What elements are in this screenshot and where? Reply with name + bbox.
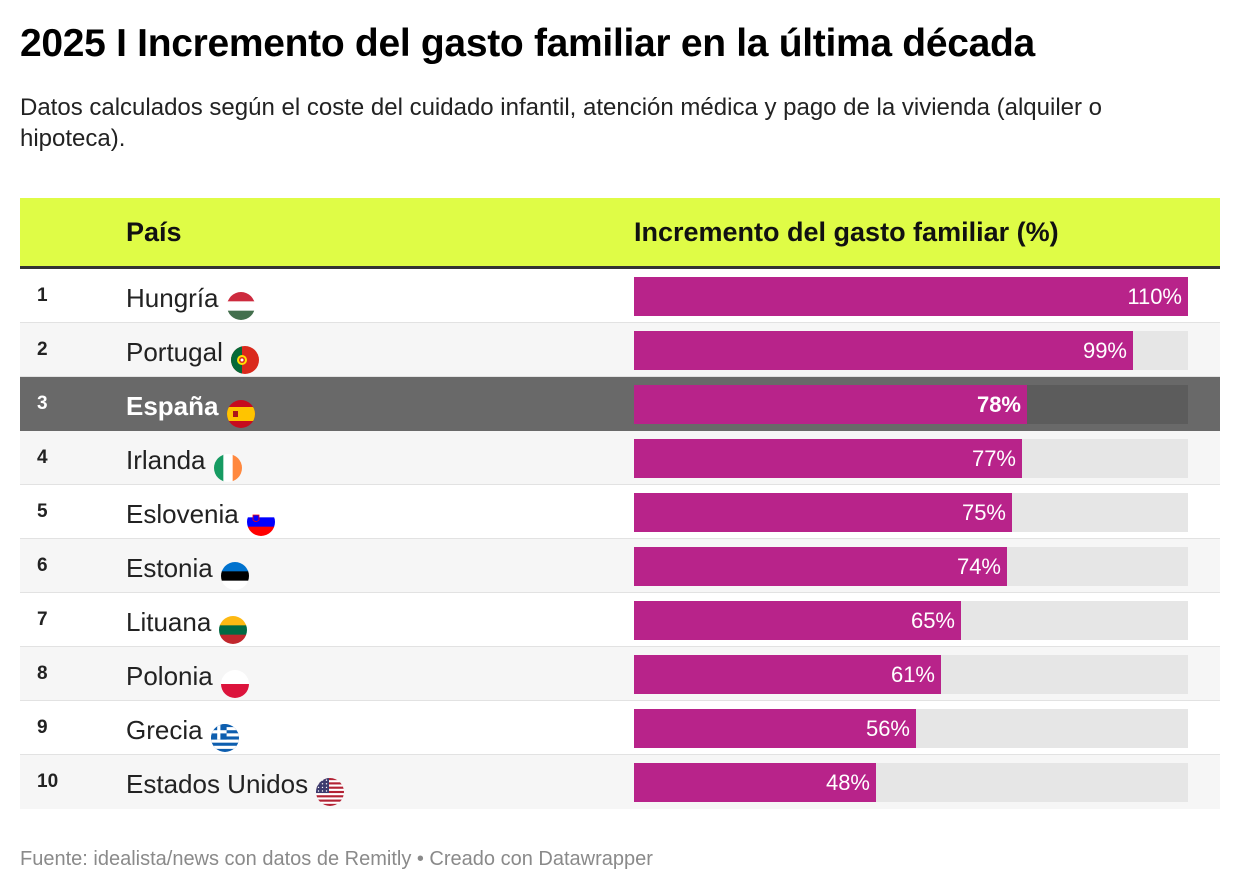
greece-flag-icon [210,716,239,753]
bar: 99% [634,331,1133,370]
bar-track: 61% [634,655,1188,694]
rank-number: 9 [37,717,48,738]
estonia-flag-icon [220,554,249,591]
rank-number: 5 [37,501,48,522]
bar: 65% [634,601,961,640]
bar-track: 99% [634,331,1188,370]
rank-number: 2 [37,339,48,360]
bar-value-label: 77% [971,446,1016,471]
usa-flag-icon [316,770,345,807]
column-header-increase: Incremento del gasto familiar (%) [634,217,1059,247]
table-row: 7 Lituana 65% [20,593,1220,647]
rank-number: 4 [37,447,48,468]
country-name: Lituana [126,607,212,638]
bar-value-label: 78% [976,392,1021,417]
bar-track: 77% [634,439,1188,478]
country-name: Eslovenia [126,499,239,530]
column-header-country: País [126,217,182,247]
country-name: Estados Unidos [126,769,309,800]
country-name: Hungría [126,283,219,314]
country-cell: Portugal [126,323,259,377]
rank-number: 6 [37,555,48,576]
bar-value-label: 48% [825,770,870,795]
table-row: 5 Eslovenia 75% [20,485,1220,539]
bar: 75% [634,493,1012,532]
country-cell: Eslovenia [126,485,275,539]
rank-number: 3 [37,393,48,414]
bar: 110% [634,277,1188,316]
rank-number: 8 [37,663,48,684]
bar-track: 48% [634,763,1188,802]
rank-number: 10 [37,771,59,792]
bar-track: 56% [634,709,1188,748]
table-row: 2 Portugal 99% [20,323,1220,377]
table-row: 6 Estonia 74% [20,539,1220,593]
bar-track: 110% [634,277,1188,316]
ireland-flag-icon [213,446,242,483]
table-body: 1 Hungría 110% 2 Portugal 99% 3 España 78% 4 Irlan… [20,269,1220,809]
spain-flag-icon [226,392,255,429]
country-name: Grecia [126,715,203,746]
bar: 77% [634,439,1022,478]
chart-title: 2025 I Incremento del gasto familiar en … [20,22,1035,65]
rank-number: 1 [37,285,48,306]
bar-value-label: 61% [890,662,935,687]
country-name: España [126,391,219,422]
country-cell: Lituana [126,593,248,647]
country-cell: Estonia [126,539,249,593]
bar-track: 74% [634,547,1188,586]
ranking-table: País Incremento del gasto familiar (%) 1… [20,198,1220,809]
bar: 48% [634,763,876,802]
rank-number: 7 [37,609,48,630]
bar-track: 78% [634,385,1188,424]
bar: 78% [634,385,1027,424]
country-cell: Hungría [126,269,255,323]
table-row: 9 Grecia 56% [20,701,1220,755]
bar-value-label: 56% [865,716,910,741]
bar-track: 75% [634,493,1188,532]
bar-track: 65% [634,601,1188,640]
portugal-flag-icon [230,338,259,375]
poland-flag-icon [220,662,249,699]
country-cell: Estados Unidos [126,755,345,809]
country-cell: España [126,377,255,431]
bar-value-label: 74% [956,554,1001,579]
bar: 61% [634,655,941,694]
slovenia-flag-icon [246,500,275,537]
bar-value-label: 99% [1082,338,1127,363]
bar-value-label: 65% [910,608,955,633]
table-row: 10 Estados Unidos 48% [20,755,1220,809]
country-name: Estonia [126,553,213,584]
bar: 74% [634,547,1007,586]
bar-value-label: 110% [1127,284,1182,309]
bar: 56% [634,709,916,748]
table-row: 8 Polonia 61% [20,647,1220,701]
country-cell: Grecia [126,701,239,755]
source-footer: Fuente: idealista/news con datos de Remi… [20,848,653,870]
hungary-flag-icon [226,284,255,321]
country-cell: Irlanda [126,431,242,485]
chart-subtitle: Datos calculados según el coste del cuid… [20,94,1103,152]
bar-value-label: 75% [961,500,1006,525]
country-name: Polonia [126,661,213,692]
country-name: Portugal [126,337,223,368]
lithuania-flag-icon [219,608,248,645]
table-row: 3 España 78% [20,377,1220,431]
table-row: 1 Hungría 110% [20,269,1220,323]
table-header: País Incremento del gasto familiar (%) [20,198,1220,269]
country-cell: Polonia [126,647,249,701]
country-name: Irlanda [126,445,206,476]
table-row: 4 Irlanda 77% [20,431,1220,485]
